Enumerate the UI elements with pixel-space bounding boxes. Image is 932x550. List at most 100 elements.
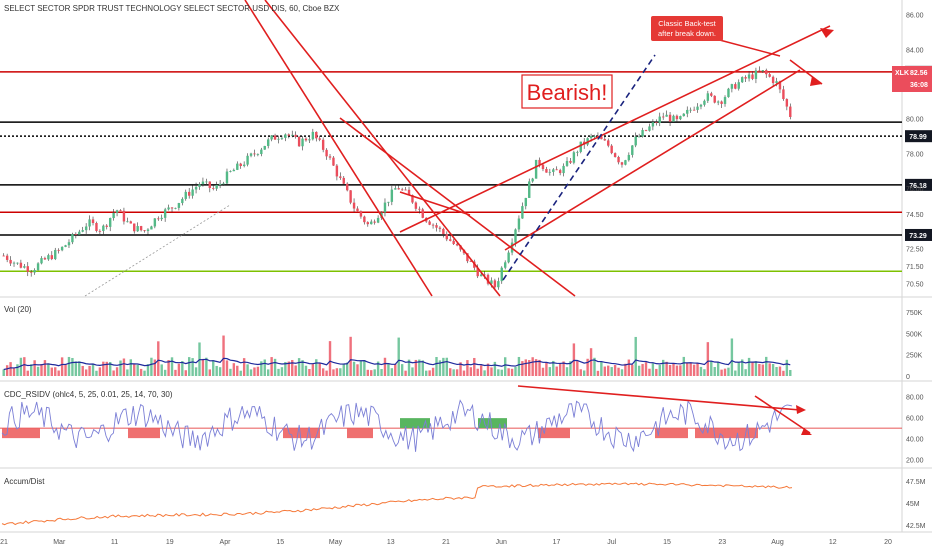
- volume-bar: [607, 365, 610, 376]
- volume-bar: [404, 370, 407, 376]
- candle-body: [242, 164, 246, 167]
- volume-bar: [428, 370, 431, 376]
- volume-bar: [208, 369, 212, 376]
- candle-body: [531, 178, 534, 182]
- volume-bar: [352, 361, 356, 376]
- candle-body: [661, 116, 665, 118]
- volume-bar: [754, 361, 758, 376]
- rsi-bull-zone: [400, 418, 430, 429]
- volume-bar: [665, 361, 668, 376]
- volume-bar: [641, 363, 644, 376]
- candle-body: [613, 153, 617, 157]
- volume-bar: [524, 359, 528, 376]
- volume-bar: [414, 359, 418, 376]
- candle-body: [593, 135, 596, 137]
- volume-bar: [507, 368, 510, 376]
- rsi-line: [1, 399, 793, 453]
- rsi-bear-zone: [128, 428, 160, 439]
- candle-body: [160, 217, 163, 220]
- volume-bar: [565, 367, 569, 376]
- x-tick-label: Mar: [53, 539, 66, 546]
- candle-body: [665, 114, 668, 117]
- volume-bar: [586, 358, 589, 376]
- candle-body: [349, 190, 352, 203]
- candle-body: [507, 252, 510, 263]
- candle-body: [720, 101, 723, 104]
- backtest-callout[interactable]: Classic Back-test after break down.: [651, 16, 781, 57]
- candle-body: [617, 156, 620, 163]
- candle-body: [541, 164, 545, 170]
- price-tick-label: 84.00: [906, 47, 924, 54]
- volume-bar: [12, 368, 16, 376]
- wedge-upper-line: [399, 25, 831, 233]
- volume-bar: [277, 368, 280, 376]
- candle-body: [435, 225, 438, 228]
- candle-body: [565, 160, 569, 166]
- volume-bar: [761, 364, 765, 376]
- x-tick-label: Aug: [771, 539, 784, 546]
- volume-bar: [297, 358, 301, 376]
- rsi-tick-label: 80.00: [906, 395, 924, 402]
- rsi-pane-title: CDC_RSIDV (ohlc4, 5, 25, 0.01, 25, 14, 7…: [4, 390, 173, 399]
- volume-bar: [366, 369, 370, 376]
- volume-bar: [95, 370, 98, 376]
- x-tick-label: 15: [663, 539, 671, 546]
- downtrend-line-3: [339, 117, 576, 297]
- volume-bar: [593, 357, 596, 376]
- candle-body: [644, 130, 648, 131]
- volume-bar: [153, 359, 157, 376]
- candle-body: [737, 82, 740, 89]
- candle-body: [624, 160, 627, 165]
- volume-bar: [36, 366, 40, 376]
- volume-bar: [771, 363, 775, 376]
- volume-bar: [74, 361, 78, 376]
- volume-bar: [651, 363, 655, 376]
- volume-bar: [280, 367, 284, 376]
- candle-body: [775, 81, 778, 84]
- candle-body: [394, 188, 397, 190]
- candle-body: [716, 101, 720, 103]
- candle-body: [143, 230, 146, 232]
- candle-body: [521, 206, 524, 219]
- volume-bar: [469, 367, 473, 376]
- downtrend-line-2: [264, 0, 501, 297]
- volume-bar: [751, 361, 754, 376]
- candle-body: [277, 138, 280, 140]
- breakdown-arrow-shaft: [789, 59, 823, 85]
- candle-body: [236, 163, 239, 170]
- candle-body: [16, 262, 19, 264]
- volume-bar: [160, 364, 163, 376]
- volume-bar: [555, 366, 558, 376]
- volume-bar: [308, 368, 311, 376]
- candle-body: [181, 198, 184, 204]
- candle-body: [528, 181, 531, 198]
- rsi-bull-zone: [478, 418, 507, 429]
- candle-body: [366, 222, 370, 225]
- volume-bar: [528, 360, 531, 376]
- volume-bar: [442, 357, 445, 376]
- volume-bar: [778, 366, 782, 376]
- volume-bar: [270, 357, 273, 376]
- candle-body: [449, 239, 452, 241]
- volume-bar: [225, 360, 229, 376]
- candle-body: [548, 171, 552, 173]
- volume-bar: [222, 335, 225, 376]
- volume-bar: [552, 360, 555, 376]
- candle-body: [486, 274, 490, 284]
- rsi-tick-label: 60.00: [906, 416, 924, 423]
- bearish-annotation[interactable]: Bearish!: [521, 74, 613, 109]
- volume-bar: [236, 365, 239, 376]
- volume-bar: [538, 359, 541, 376]
- candle-body: [634, 136, 637, 146]
- candle-body: [345, 183, 349, 191]
- candle-body: [339, 176, 342, 178]
- candle-body: [555, 169, 558, 171]
- last-price-tag: XLK 82.56 36:08: [892, 66, 932, 92]
- volume-bar: [16, 364, 19, 376]
- candle-body: [304, 138, 308, 141]
- candle-body: [174, 207, 177, 209]
- volume-bar: [383, 357, 387, 376]
- volume-bar: [548, 367, 552, 376]
- candle-body: [706, 93, 710, 101]
